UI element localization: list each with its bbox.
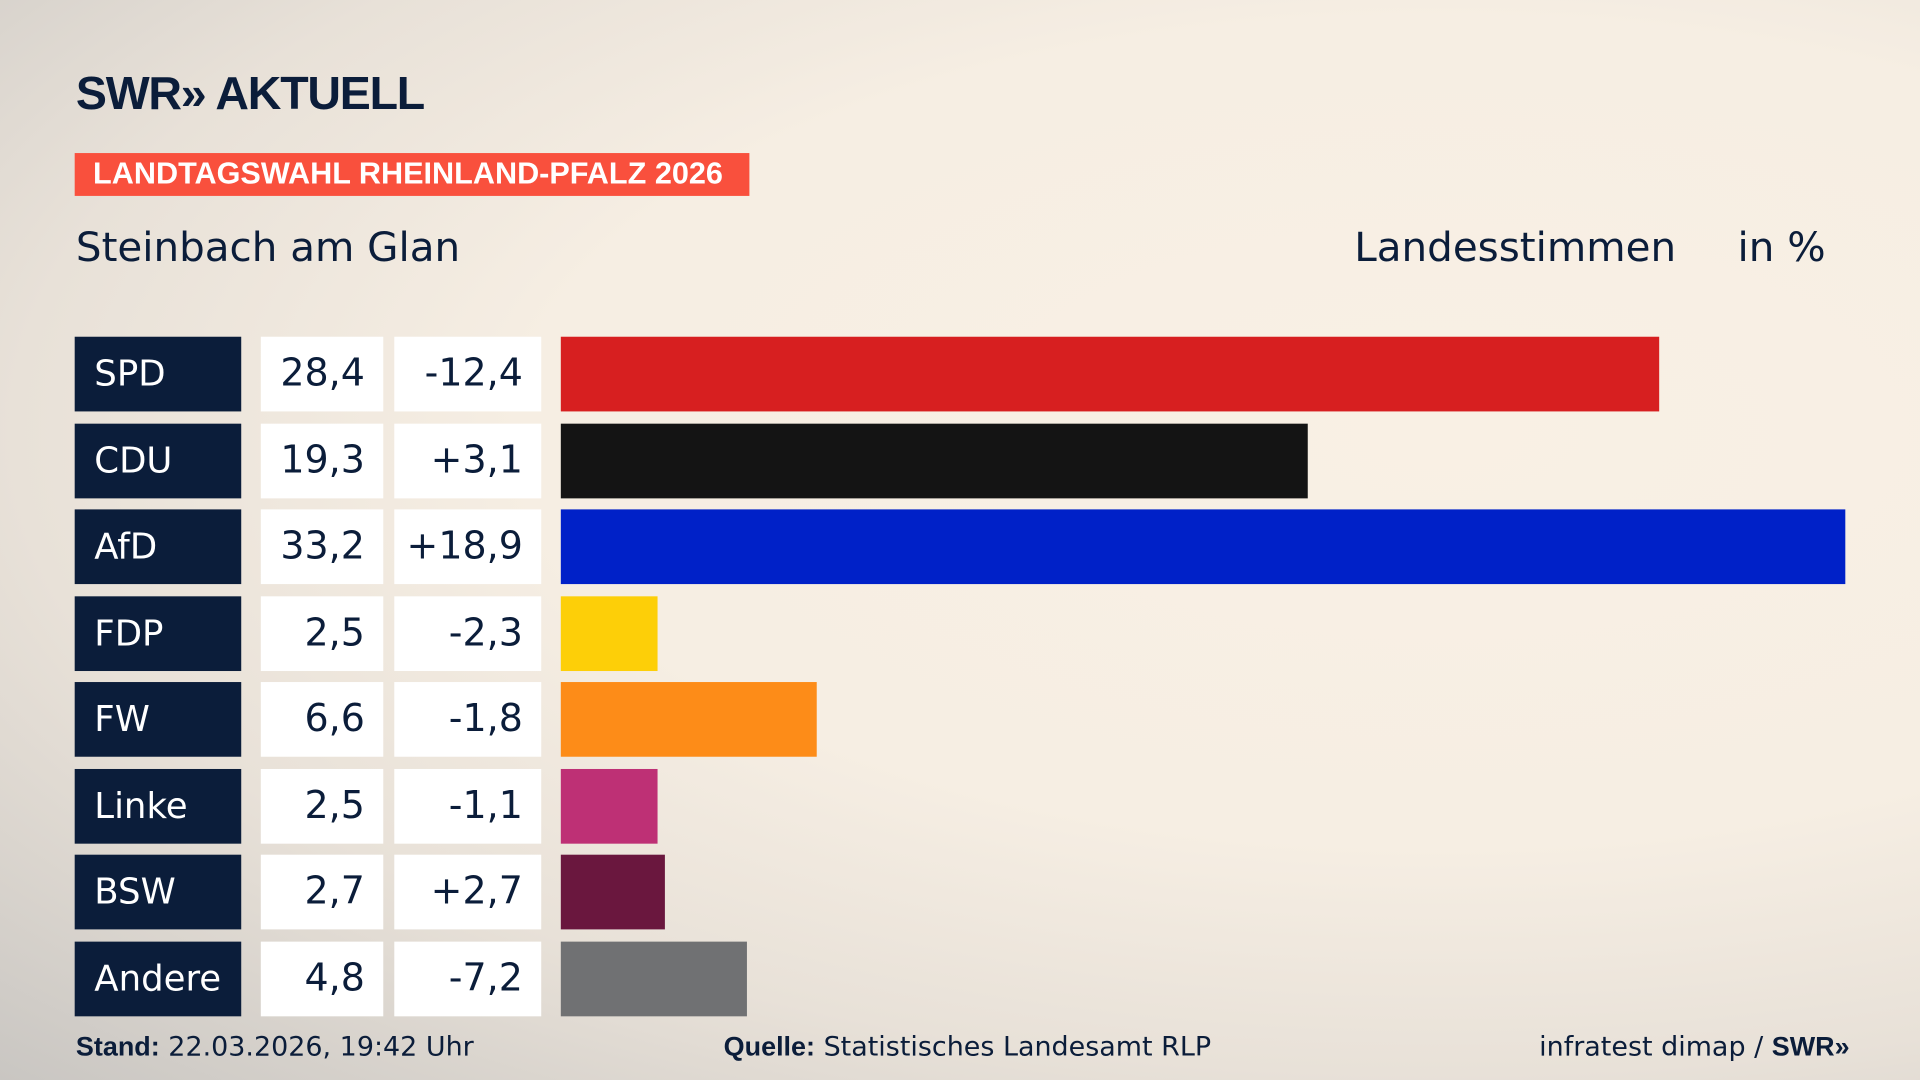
value-label: 2,5 (260, 595, 384, 671)
value-label: 19,3 (260, 423, 384, 498)
value-label: 4,8 (260, 941, 384, 1016)
party-label: AfD (74, 509, 242, 585)
source-value: Statistisches Landesamt RLP (823, 1032, 1212, 1063)
place-title: Steinbach am Glan (75, 222, 461, 271)
stand: Stand: 22.03.2026, 19:42 Uhr (76, 1031, 474, 1063)
value-label: 2,7 (260, 854, 384, 930)
change-label: -2,3 (394, 595, 542, 671)
value-label: 2,5 (260, 768, 384, 844)
source-label: Quelle: (723, 1031, 815, 1062)
election-tag: LANDTAGSWAHL RHEINLAND-PFALZ 2026 (74, 153, 750, 196)
change-label: -12,4 (394, 336, 542, 412)
value-label: 33,2 (260, 509, 384, 585)
change-label: -7,2 (394, 941, 542, 1016)
party-label: CDU (74, 423, 242, 498)
bar (560, 336, 1660, 412)
change-label: +3,1 (394, 423, 542, 498)
party-label: Andere (74, 941, 242, 1016)
party-label: FDP (74, 595, 242, 671)
change-label: -1,1 (394, 768, 542, 844)
party-label: FW (74, 682, 242, 757)
credit: infratest dimap / SWR» (1539, 1031, 1849, 1063)
swr-logo: SWR» (1771, 1031, 1850, 1062)
unit-label: in % (1737, 222, 1826, 271)
value-label: 6,6 (260, 682, 384, 757)
bar (560, 682, 817, 757)
bar (560, 941, 747, 1016)
bar (560, 595, 658, 671)
stand-label: Stand: (75, 1031, 160, 1062)
swr-aktuell-logo: SWR» AKTUELL (75, 68, 425, 121)
source: Quelle: Statistisches Landesamt RLP (724, 1031, 1211, 1063)
bar (560, 509, 1846, 585)
bar (560, 854, 666, 930)
party-label: BSW (74, 854, 242, 930)
stand-value: 22.03.2026, 19:42 Uhr (168, 1032, 474, 1063)
bar (560, 768, 658, 844)
change-label: -1,8 (394, 682, 542, 757)
bar (560, 423, 1308, 498)
value-label: 28,4 (260, 336, 384, 412)
change-label: +2,7 (394, 854, 542, 930)
credit-text: infratest dimap / (1539, 1032, 1772, 1063)
party-label: Linke (74, 768, 242, 844)
change-label: +18,9 (394, 509, 542, 585)
party-label: SPD (74, 336, 242, 412)
measure-label: Landesstimmen (1354, 222, 1677, 271)
